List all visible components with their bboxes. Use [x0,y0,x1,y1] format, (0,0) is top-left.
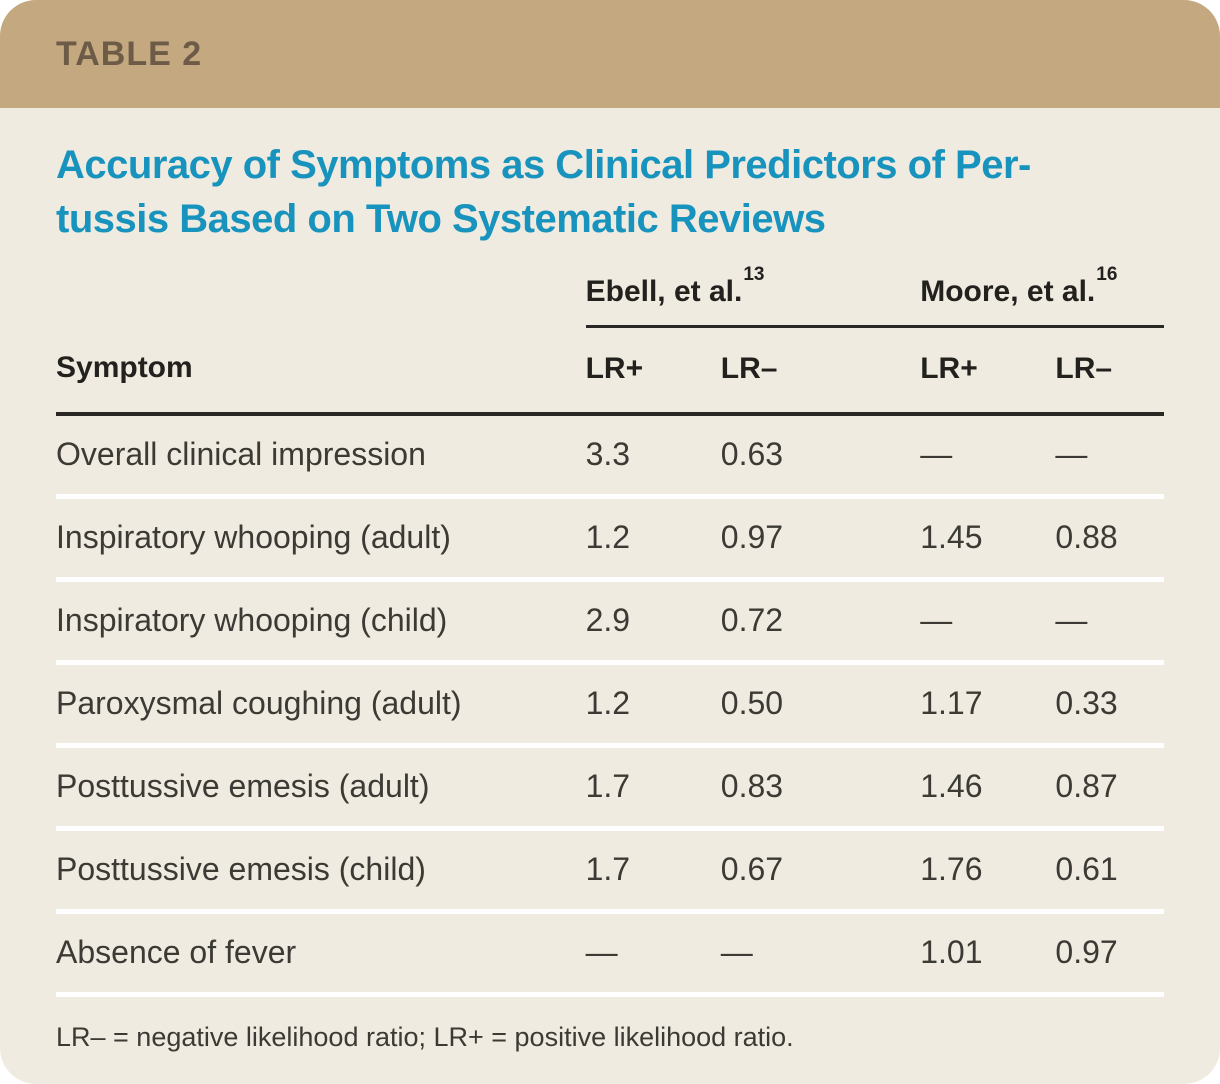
table-title: Accuracy of Symptoms as Clinical Predict… [56,138,1164,246]
source-footnote: Information from references 13 and 16. [56,1079,1164,1084]
data-table: Ebell, et al.13 Moore, et al.16 Symptom … [56,264,1164,997]
column-header-moore-lr-minus: LR– [1055,326,1164,416]
table-title-line1: Accuracy of Symptoms as Clinical Predict… [56,143,1031,187]
column-header-symptom: Symptom [56,326,586,416]
column-header-moore-lr-plus: LR+ [920,326,1056,416]
cell-ebell-lr-plus: 1.7 [585,828,721,914]
cell-moore-lr-minus: 0.97 [1055,911,1164,997]
cell-ebell-lr-minus: — [720,911,921,997]
study-group-header-row: Ebell, et al.13 Moore, et al.16 [56,264,1164,328]
reference-superscript-13: 13 [743,264,765,285]
cell-ebell-lr-minus: 0.72 [720,579,921,665]
table-row: Inspiratory whooping (adult) 1.2 0.97 1.… [56,496,1164,582]
cell-moore-lr-minus: 0.88 [1055,496,1164,582]
cell-ebell-lr-plus: 3.3 [585,414,721,499]
abbreviations-footnote: LR– = negative likelihood ratio; LR+ = p… [56,1022,794,1052]
cell-ebell-lr-minus: 0.67 [720,828,921,914]
column-header-ebell-lr-minus: LR– [720,326,921,416]
cell-moore-lr-minus: — [1055,414,1164,499]
group-header-moore-label: Moore, et al. [920,275,1096,308]
table-row: Paroxysmal coughing (adult) 1.2 0.50 1.1… [56,662,1164,748]
reference-superscript-16: 16 [1096,264,1118,285]
cell-ebell-lr-minus: 0.63 [720,414,921,499]
cell-moore-lr-plus: 1.45 [920,496,1056,582]
column-header-ebell-lr-plus: LR+ [585,326,721,416]
cell-symptom: Posttussive emesis (adult) [56,745,586,831]
cell-symptom: Inspiratory whooping (child) [56,579,586,665]
cell-ebell-lr-plus: — [585,911,721,997]
cell-moore-lr-plus: 1.01 [920,911,1056,997]
table-row: Posttussive emesis (child) 1.7 0.67 1.76… [56,828,1164,914]
cell-ebell-lr-plus: 1.2 [585,496,721,582]
group-header-moore: Moore, et al.16 [920,264,1164,328]
cell-moore-lr-plus: 1.17 [920,662,1056,748]
cell-moore-lr-minus: 0.33 [1055,662,1164,748]
column-header-row: Symptom LR+ LR– LR+ LR– [56,326,1164,416]
cell-ebell-lr-minus: 0.50 [720,662,921,748]
group-header-ebell-label: Ebell, et al. [585,275,743,308]
table-row: Posttussive emesis (adult) 1.7 0.83 1.46… [56,745,1164,831]
cell-ebell-lr-minus: 0.97 [720,496,921,582]
table-row: Absence of fever — — 1.01 0.97 [56,911,1164,997]
cell-symptom: Inspiratory whooping (adult) [56,496,586,582]
cell-symptom: Overall clinical impression [56,414,586,499]
table-header-bar: TABLE 2 [0,0,1220,108]
cell-moore-lr-plus: — [920,414,1056,499]
cell-symptom: Paroxysmal coughing (adult) [56,662,586,748]
cell-ebell-lr-minus: 0.83 [720,745,921,831]
cell-moore-lr-minus: 0.87 [1055,745,1164,831]
cell-ebell-lr-plus: 1.7 [585,745,721,831]
table-number-label: TABLE 2 [56,34,203,73]
table-row: Inspiratory whooping (child) 2.9 0.72 — … [56,579,1164,665]
cell-moore-lr-plus: 1.46 [920,745,1056,831]
table-title-line2: tussis Based on Two Systematic Reviews [56,197,826,241]
cell-symptom: Posttussive emesis (child) [56,828,586,914]
cell-ebell-lr-plus: 2.9 [585,579,721,665]
cell-moore-lr-minus: 0.61 [1055,828,1164,914]
table-row: Overall clinical impression 3.3 0.63 — — [56,414,1164,499]
table-content-area: Accuracy of Symptoms as Clinical Predict… [0,138,1220,1084]
group-header-spacer [56,268,586,327]
group-header-ebell: Ebell, et al.13 [585,264,921,328]
cell-ebell-lr-plus: 1.2 [585,662,721,748]
cell-moore-lr-minus: — [1055,579,1164,665]
cell-moore-lr-plus: 1.76 [920,828,1056,914]
cell-moore-lr-plus: — [920,579,1056,665]
cell-symptom: Absence of fever [56,911,586,997]
